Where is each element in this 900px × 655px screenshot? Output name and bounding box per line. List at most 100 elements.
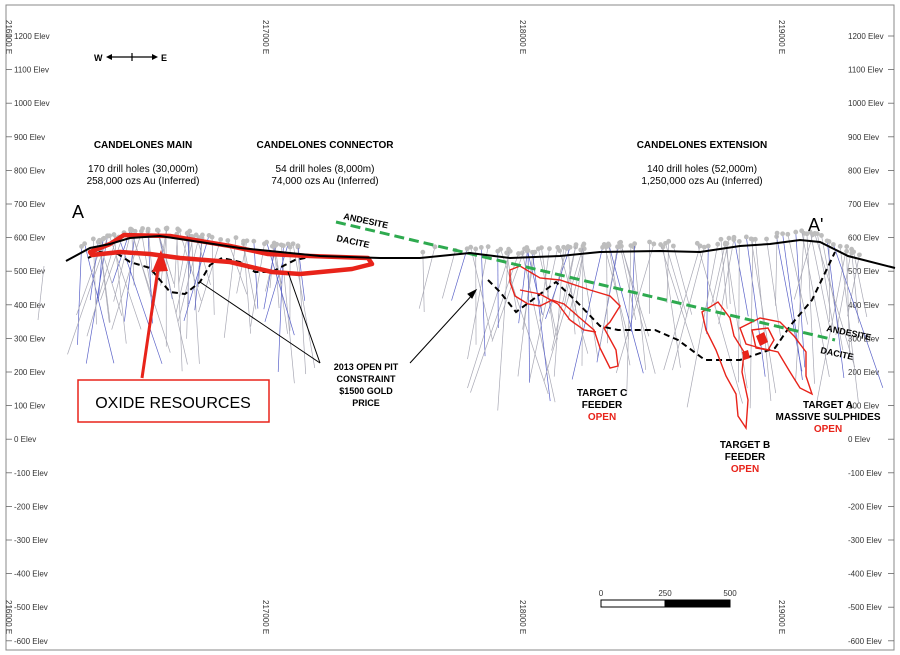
drill-hole [500,249,549,395]
drill-hole [835,249,852,336]
zone-resource: 74,000 ozs Au (Inferred) [271,176,378,187]
map-frame [5,4,895,651]
pit-constraint-label: 2013 OPEN PIT CONSTRAINT $1500 GOLD PRIC… [334,362,399,408]
scale-label-0: 0 [599,589,604,598]
drill-hole [793,234,814,300]
drill-hole [801,230,830,378]
drill-hole [619,242,637,321]
drill-hole [749,239,754,409]
drill-collar [780,231,786,237]
elevation-label: -200 Elev [14,502,48,511]
drill-collar [176,228,182,233]
drill-hole [571,247,603,380]
svg-text:2013 OPEN PIT: 2013 OPEN PIT [334,362,399,372]
drill-hole [806,233,815,384]
svg-text:FEEDER: FEEDER [725,452,766,463]
easting-label: 218000 E [518,600,527,634]
easting-axis-top: 216000 E 217000 E 218000 E 219000 E [4,20,786,54]
elevation-label: 500 Elev [848,267,879,276]
scale-label-500: 500 [723,589,737,598]
drill-hole [113,230,132,302]
drill-hole [186,231,191,339]
pit-leader-lines [199,271,478,364]
drill-collar [251,238,257,244]
drill-hole [551,244,577,351]
drill-hole [754,239,772,401]
drill-hole [733,237,749,317]
drill-hole [37,265,45,321]
elevation-label: 800 Elev [848,166,879,175]
drill-hole [714,238,730,308]
drill-hole [211,237,215,315]
drill-hole [517,252,534,377]
drill-collar [478,245,484,250]
svg-text:CONSTRAINT: CONSTRAINT [337,374,396,384]
drill-collar [495,248,501,254]
zone-resource: 258,000 ozs Au (Inferred) [87,176,200,187]
elevation-label: -200 Elev [848,502,882,511]
pit-outline-main [87,250,311,296]
easting-label: 216000 E [4,20,13,54]
drill-hole [817,233,835,332]
drill-collar [651,241,657,247]
drill-hole [782,233,803,381]
target-b-outline [701,301,749,431]
section-end-right: A' [808,215,823,235]
drill-collar [128,227,133,233]
elevation-label: 200 Elev [14,368,45,377]
drill-collar [844,244,850,249]
target-c-outline [509,265,621,369]
oxide-pointer-arrow [140,250,168,379]
drill-collar [154,227,160,233]
drill-collar [295,243,301,249]
svg-text:PRICE: PRICE [352,398,380,408]
svg-text:MASSIVE SULPHIDES: MASSIVE SULPHIDES [775,412,880,423]
drill-collar [557,248,563,254]
zone-title: CANDELONES CONNECTOR [256,140,394,151]
drill-collar [604,244,609,250]
drill-collar [824,238,830,244]
elevation-label: 100 Elev [14,402,45,411]
svg-text:TARGET C: TARGET C [577,388,627,399]
massive-sulphide-fill [742,332,768,360]
drill-collar [97,237,102,243]
drill-hole [662,246,681,368]
drill-hole [292,243,316,368]
zone-holes: 170 drill holes (30,000m) [88,164,198,175]
drill-hole [633,246,647,370]
drill-hole [846,251,851,358]
drill-collar [90,236,96,242]
drill-hole [626,245,632,396]
elevation-label: -600 Elev [848,637,882,646]
drill-hole [815,246,848,407]
drill-hole [833,244,884,388]
drill-hole [608,245,644,374]
svg-text:FEEDER: FEEDER [582,400,623,411]
zone-resource: 1,250,000 ozs Au (Inferred) [641,176,762,187]
drill-hole [581,245,584,366]
drill-hole [853,251,868,317]
drill-collar [731,237,737,243]
elevation-label: 500 Elev [14,267,45,276]
elevation-label: 600 Elev [14,234,45,243]
drill-hole [223,237,237,338]
drill-hole [130,230,171,353]
drill-hole [141,231,152,294]
drill-hole [711,244,726,305]
elevation-label: 100 Elev [848,402,879,411]
easting-label: 217000 E [261,600,270,634]
drill-collar [632,241,638,247]
drill-hole [111,228,143,330]
drill-hole [422,252,425,313]
drill-hole [718,239,735,325]
drill-hole [720,239,728,309]
drill-collar [647,239,652,245]
drill-hole [559,250,589,354]
elevation-label: -400 Elev [14,570,48,579]
svg-text:$1500 GOLD: $1500 GOLD [339,386,393,396]
easting-axis-bottom: 216000 E 217000 E 218000 E 219000 E [4,600,786,634]
elevation-label: 1200 Elev [14,32,50,41]
svg-text:OPEN: OPEN [588,412,616,423]
drill-hole [441,250,456,299]
